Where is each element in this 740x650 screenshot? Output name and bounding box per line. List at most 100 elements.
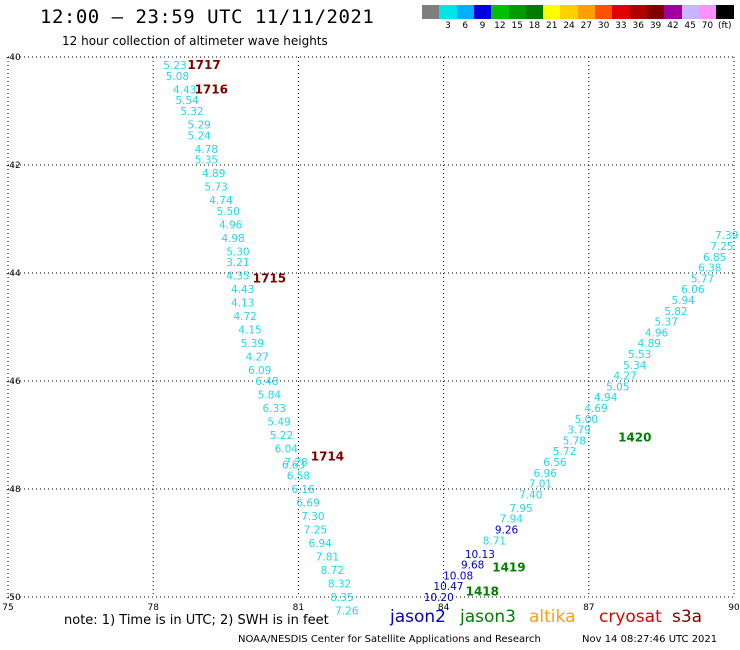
- swh-value: 7.01: [529, 479, 552, 491]
- pass-tag: 1420: [618, 431, 651, 445]
- swh-value: 4.43: [173, 84, 196, 96]
- lon-tick-label: 87: [583, 603, 594, 613]
- swh-value: 7.81: [316, 552, 339, 564]
- swh-value: 5.77: [691, 273, 714, 285]
- swh-value: 5.37: [655, 317, 678, 329]
- swh-value: 4.94: [594, 392, 618, 404]
- colorbar-swatch: [508, 5, 527, 19]
- swh-value: 4.69: [584, 403, 607, 415]
- legend-item-altika: altika: [529, 607, 576, 627]
- swh-value: 5.30: [226, 246, 249, 258]
- swh-value: 5.49: [267, 417, 290, 429]
- swh-value: 4.27: [613, 371, 636, 383]
- swh-value: 10.20: [424, 592, 454, 604]
- swh-value: 5.54: [175, 95, 199, 107]
- lat-tick-label: -46: [6, 377, 21, 387]
- swh-value: 6.96: [534, 468, 558, 480]
- colorbar-swatch: [577, 5, 596, 19]
- swh-value: 5.82: [664, 306, 687, 318]
- lat-tick-label: -48: [6, 485, 21, 495]
- pass-tag: 1717: [187, 58, 220, 72]
- lat-tick-label: -40: [6, 53, 21, 63]
- colorbar-label: 39: [649, 21, 662, 31]
- colorbar-swatch: [473, 5, 492, 19]
- swh-value: 6.85: [703, 252, 726, 264]
- swh-value: 4.78: [195, 144, 218, 156]
- colorbar-swatch: [595, 5, 613, 19]
- swh-value: 6.63: [282, 460, 305, 472]
- legend-item-s3a: s3a: [672, 607, 703, 627]
- colorbar-label: 30: [597, 21, 610, 31]
- colorbar-swatch: [491, 5, 509, 19]
- colorbar-swatch: [629, 5, 648, 19]
- colorbar-swatch: [612, 5, 631, 19]
- lat-tick-label: -50: [6, 593, 21, 603]
- generated-timestamp: Nov 14 08:27:46 UTC 2021: [582, 634, 718, 645]
- swh-value: 7.30: [301, 511, 324, 523]
- colorbar-label: 42: [667, 21, 679, 31]
- swh-value: 5.00: [575, 414, 598, 426]
- colorbar-swatch: [543, 5, 561, 19]
- swh-value: 6.06: [681, 284, 705, 296]
- colorbar-label: 27: [580, 21, 593, 31]
- colorbar-label: 3: [445, 21, 451, 31]
- swh-value: 5.53: [628, 349, 651, 361]
- pass-tag: 1716: [195, 82, 228, 96]
- swh-value: 8.32: [328, 579, 351, 591]
- legend-item-jason2: jason2: [390, 607, 446, 627]
- colorbar-swatch: [422, 5, 440, 19]
- colorbar-swatch: [439, 5, 458, 19]
- swh-value: 4.96: [219, 219, 243, 231]
- swh-value: 4.27: [246, 352, 269, 364]
- colorbar-swatch: [456, 5, 475, 19]
- legend-item-cryosat: cryosat: [599, 607, 662, 627]
- lon-tick-label: 75: [2, 603, 13, 613]
- swh-value: 6.94: [308, 538, 332, 550]
- lon-tick-label: 78: [147, 603, 159, 613]
- colorbar-label: 12: [494, 21, 506, 31]
- swh-value: 7.95: [509, 503, 532, 515]
- swh-value: 10.47: [433, 581, 463, 593]
- colorbar-swatch: [681, 5, 700, 19]
- colorbar-label: 36: [632, 21, 644, 31]
- swh-value: 5.05: [606, 381, 629, 393]
- swh-value: 6.09: [248, 365, 271, 377]
- swh-value: 6.56: [543, 457, 567, 469]
- lat-tick-label: -44: [6, 269, 21, 279]
- swh-value: 4.98: [221, 233, 244, 245]
- swh-value: 3.21: [226, 257, 249, 269]
- swh-value: 5.32: [180, 106, 203, 118]
- credit-line: NOAA/NESDIS Center for Satellite Applica…: [238, 634, 541, 645]
- lon-tick-label: 84: [438, 603, 450, 613]
- swh-value: 10.13: [465, 549, 495, 561]
- colorbar-unit: (ft): [718, 21, 732, 31]
- swh-value: 6.69: [296, 498, 319, 510]
- swh-value: 4.15: [238, 325, 261, 337]
- swh-value: 5.34: [623, 360, 647, 372]
- swh-value: 4.89: [638, 338, 661, 350]
- colorbar-label: 33: [615, 21, 627, 31]
- swh-value: 5.29: [187, 120, 210, 132]
- swh-value: 4.74: [209, 195, 233, 207]
- pass-tag: 1714: [311, 450, 344, 464]
- swh-value: 5.08: [166, 71, 189, 83]
- lon-tick-label: 90: [728, 603, 740, 613]
- swh-value: 7.25: [304, 525, 327, 537]
- swh-value: 6.04: [275, 444, 299, 456]
- colorbar-label: 70: [701, 21, 714, 31]
- swh-value: 4.72: [233, 311, 256, 323]
- swh-value: 5.94: [671, 295, 695, 307]
- swh-value: 4.96: [645, 327, 669, 339]
- swh-value: 5.23: [163, 60, 186, 72]
- pass-tag: 1418: [466, 585, 499, 599]
- colorbar-swatch: [646, 5, 665, 19]
- swh-value: 7.94: [500, 514, 524, 526]
- legend-item-jason3: jason3: [460, 607, 516, 627]
- swh-value: 9.26: [495, 525, 519, 537]
- swh-value: 6.48: [255, 376, 278, 388]
- swh-value: 8.71: [483, 535, 506, 547]
- swh-value: 5.73: [204, 182, 227, 194]
- swh-value: 5.50: [217, 206, 240, 218]
- colorbar-label: 21: [546, 21, 558, 31]
